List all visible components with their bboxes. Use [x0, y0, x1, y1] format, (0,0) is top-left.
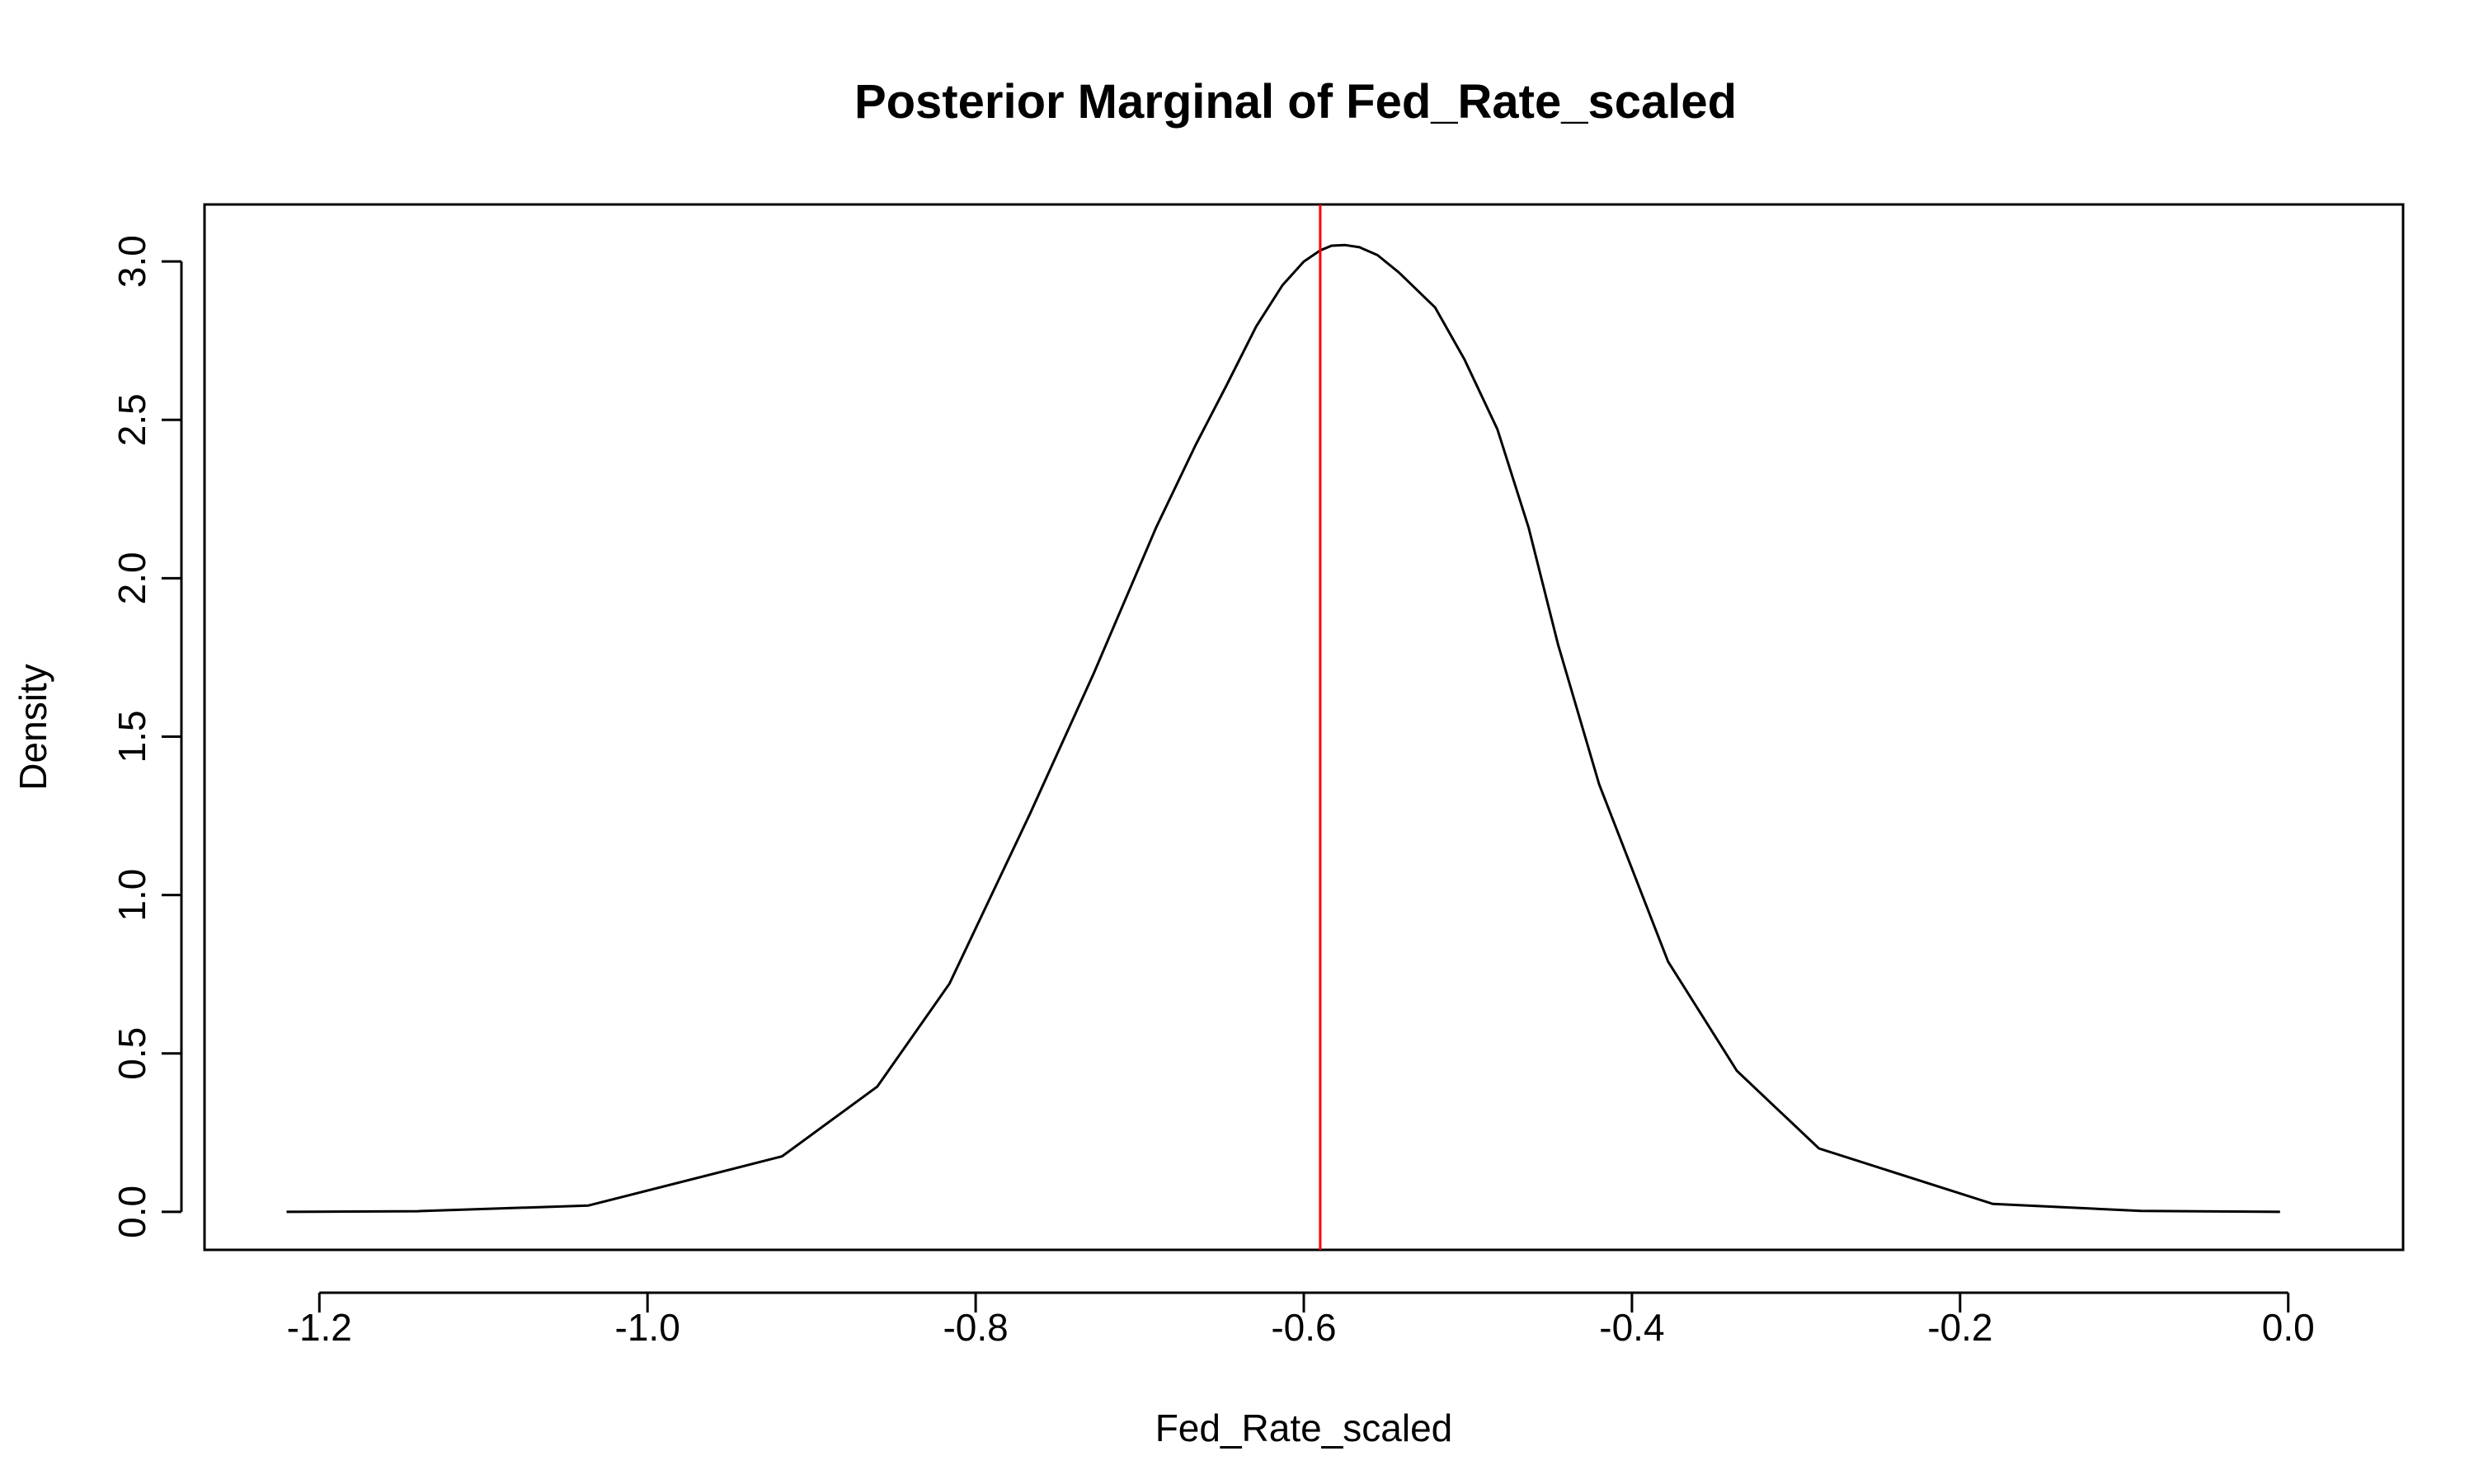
y-tick-label: 2.0 — [111, 552, 153, 604]
x-tick-label: 0.0 — [2262, 1306, 2315, 1349]
x-axis: -1.2 -1.0 -0.8 -0.6 -0.4 -0.2 0.0 — [287, 1291, 2315, 1349]
plot-frame — [203, 203, 2405, 1252]
x-tick-label: -1.2 — [287, 1306, 352, 1349]
y-tick-label: 0.5 — [111, 1027, 153, 1080]
y-tick-label: 1.5 — [111, 711, 153, 763]
x-tick-label: -1.0 — [615, 1306, 680, 1349]
density-curve — [286, 243, 2280, 1214]
y-tick-label: 3.0 — [111, 235, 153, 288]
x-tick-label: -0.6 — [1271, 1306, 1336, 1349]
x-tick-label: -0.8 — [943, 1306, 1008, 1349]
plot-content — [286, 204, 2280, 1250]
y-tick-label: 0.0 — [111, 1186, 153, 1238]
x-tick-label: -0.4 — [1599, 1306, 1664, 1349]
x-tick-label: -0.2 — [1927, 1306, 1992, 1349]
y-tick-label: 1.0 — [111, 869, 153, 922]
y-tick-label: 2.5 — [111, 393, 153, 446]
y-axis: 0.0 0.5 1.0 1.5 2.0 2.5 3.0 — [111, 235, 183, 1238]
y-axis-label: Density — [12, 664, 54, 790]
chart-title: Posterior Marginal of Fed_Rate_scaled — [854, 75, 1737, 129]
x-axis-label: Fed_Rate_scaled — [1155, 1407, 1453, 1449]
